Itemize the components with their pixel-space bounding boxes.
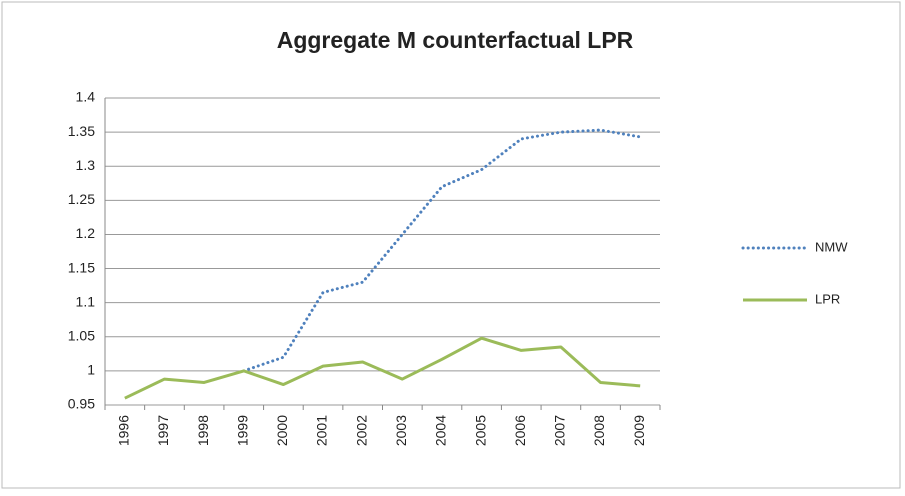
y-tick-label: 1 <box>87 362 95 378</box>
y-tick-label: 1.15 <box>68 259 95 275</box>
series-line <box>242 128 642 373</box>
series-line <box>124 336 641 400</box>
x-tick-label: 2008 <box>591 415 607 446</box>
x-tick-label: 1997 <box>155 415 171 446</box>
x-tick-label: 1999 <box>234 415 250 446</box>
x-tick-label: 1996 <box>116 415 132 446</box>
x-tick-label: 2000 <box>274 415 290 446</box>
x-tick-label: 2004 <box>433 415 449 446</box>
legend-label: LPR <box>815 291 840 306</box>
x-tick-label: 2001 <box>314 415 330 446</box>
y-tick-label: 1.3 <box>76 157 96 173</box>
y-tick-label: 1.2 <box>76 225 96 241</box>
chart-title: Aggregate M counterfactual LPR <box>277 27 634 53</box>
x-tick-label: 2009 <box>631 415 647 446</box>
x-tick-label: 2005 <box>472 415 488 446</box>
y-tick-label: 1.1 <box>76 293 96 309</box>
x-tick-label: 1998 <box>195 415 211 446</box>
x-tick-label: 2006 <box>512 415 528 446</box>
x-tick-label: 2003 <box>393 415 409 446</box>
legend-label: NMW <box>815 239 848 254</box>
x-tick-label: 2007 <box>552 415 568 446</box>
y-tick-label: 0.95 <box>68 396 95 412</box>
y-tick-label: 1.25 <box>68 191 95 207</box>
y-tick-label: 1.35 <box>68 123 95 139</box>
chart-border <box>1 1 901 489</box>
y-tick-label: 1.4 <box>76 89 96 105</box>
x-tick-label: 2002 <box>353 415 369 446</box>
y-tick-label: 1.05 <box>68 327 95 343</box>
